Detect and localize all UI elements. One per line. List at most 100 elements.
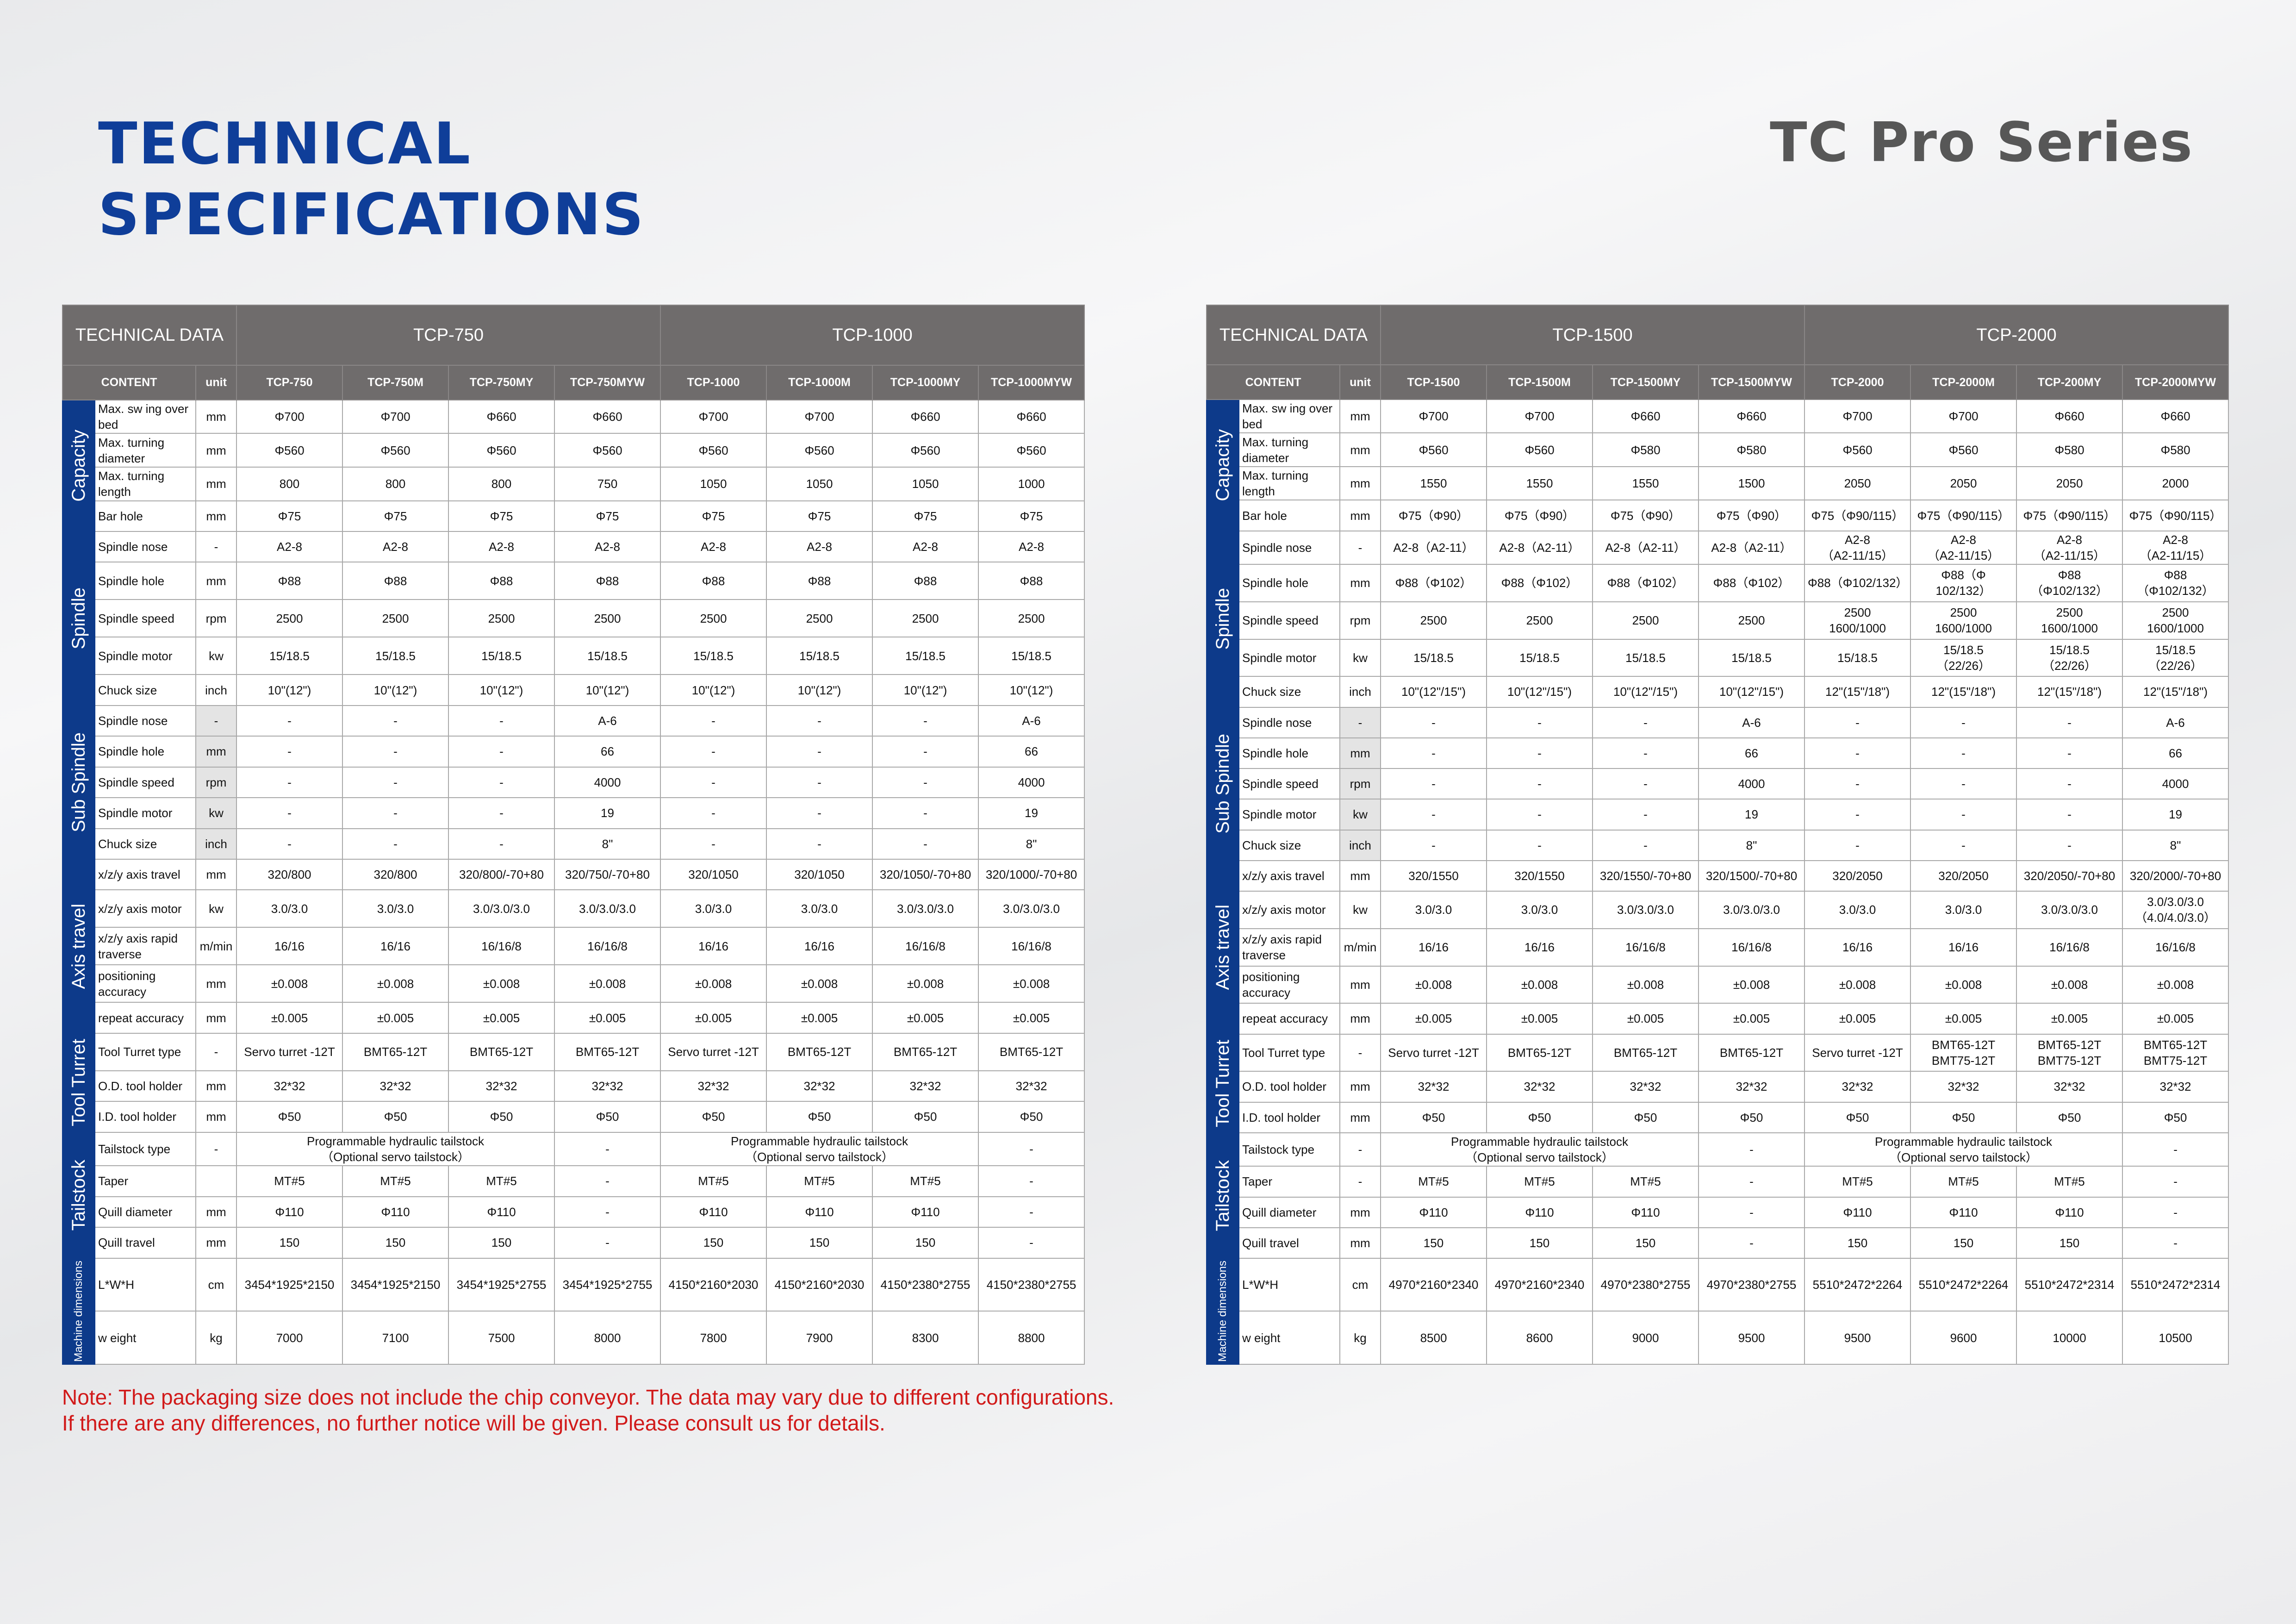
spec-value: - bbox=[554, 1165, 661, 1197]
series-title: TC Pro Series bbox=[1770, 110, 2193, 174]
spec-value: Φ560 bbox=[448, 433, 555, 468]
spec-value: 320/2050/-70+80 bbox=[2016, 860, 2123, 892]
spec-value: ±0.005 bbox=[448, 1002, 555, 1034]
spec-value: A2-8 bbox=[766, 531, 873, 563]
spec-value: 3.0/3.0 bbox=[236, 889, 343, 928]
spec-value: - bbox=[342, 828, 449, 860]
spec-value: 9000 bbox=[1592, 1311, 1699, 1365]
spec-value: 7100 bbox=[342, 1311, 449, 1365]
spec-label: Tailstock type bbox=[94, 1131, 196, 1167]
spec-value: Programmable hydraulic tailstock （Option… bbox=[236, 1131, 555, 1167]
model-header: TCP-1000MYW bbox=[977, 364, 1085, 400]
spec-value: 16/16/8 bbox=[872, 927, 979, 966]
spec-row: Quill travel mm 150 150 150-150 150 150- bbox=[62, 1227, 1085, 1259]
section-label: Axis travel bbox=[62, 858, 95, 1034]
spec-label: Spindle nose bbox=[1238, 706, 1340, 738]
spec-value: - bbox=[1486, 706, 1593, 738]
spec-unit: m/min bbox=[195, 927, 237, 966]
spec-label: Spindle motor bbox=[94, 637, 196, 675]
spec-value: ±0.008 bbox=[1910, 965, 2017, 1004]
spec-unit bbox=[195, 1165, 237, 1197]
spec-value: - bbox=[1698, 1227, 1805, 1259]
spec-value: ±0.008 bbox=[1380, 965, 1487, 1004]
spec-value: 10"(12") bbox=[342, 674, 449, 706]
spec-value: BMT65-12T bbox=[872, 1032, 979, 1071]
spec-value: Φ50 bbox=[342, 1101, 449, 1133]
spec-label: x/z/y axis rapid traverse bbox=[1238, 928, 1340, 967]
spec-value: 16/16 bbox=[660, 927, 767, 966]
spec-label: Chuck size bbox=[94, 828, 196, 860]
spec-value: 15/18.5 bbox=[342, 637, 449, 675]
spec-unit: mm bbox=[195, 858, 237, 891]
spec-value: - bbox=[1486, 829, 1593, 861]
spec-value: BMT65-12T BMT75-12T bbox=[2016, 1033, 2123, 1072]
spec-row: x/z/y axis motor kw 3.0/3.0 3.0/3.0 3.0/3.0/… bbox=[1207, 891, 2229, 929]
spec-value: Φ660 bbox=[554, 399, 661, 434]
spec-value: - bbox=[554, 1131, 661, 1167]
spec-unit: - bbox=[1339, 706, 1381, 738]
spec-unit: rpm bbox=[195, 766, 237, 799]
spec-row: O.D. tool holder mm 32*32 32*32 32*32 32*32 32… bbox=[1207, 1071, 2229, 1103]
spec-label: Max. sw ing over bed bbox=[1238, 399, 1340, 434]
spec-value: 320/800 bbox=[342, 858, 449, 891]
spec-value: 3.0/3.0/3.0 bbox=[2016, 891, 2123, 929]
model-header: TCP-750M bbox=[342, 364, 449, 400]
spec-value: Φ50 bbox=[1698, 1101, 1805, 1133]
spec-value: - bbox=[1592, 737, 1699, 769]
spec-value: - bbox=[977, 1227, 1085, 1259]
spec-unit: kg bbox=[195, 1311, 237, 1365]
spec-value: Φ580 bbox=[1698, 432, 1805, 467]
spec-unit: mm bbox=[1339, 500, 1381, 531]
spec-value: ±0.005 bbox=[766, 1002, 873, 1034]
spec-value: - bbox=[872, 766, 979, 799]
spec-value: 32*32 bbox=[2016, 1071, 2123, 1103]
model-header: TCP-2000MYW bbox=[2122, 364, 2229, 400]
spec-unit: rpm bbox=[195, 599, 237, 638]
spec-unit: mm bbox=[1339, 737, 1381, 769]
spec-value: 5510*2472*2314 bbox=[2016, 1258, 2123, 1312]
spec-value: 320/800 bbox=[236, 858, 343, 891]
spec-value: 32*32 bbox=[1380, 1071, 1487, 1103]
spec-row: Quill travel mm 150 150 150-150 150 150- bbox=[1207, 1227, 2229, 1259]
spec-value: 9500 bbox=[1698, 1311, 1805, 1365]
content-header: CONTENT bbox=[62, 364, 196, 400]
spec-label: Max. turning diameter bbox=[94, 433, 196, 468]
spec-row: Spindle speed rpm 2500 2500 2500 2500 2500 160… bbox=[1207, 601, 2229, 640]
spec-value: Φ88 bbox=[448, 562, 555, 600]
spec-unit: rpm bbox=[1339, 601, 1381, 640]
spec-value: 150 bbox=[1910, 1227, 2017, 1259]
spec-value: 32*32 bbox=[766, 1070, 873, 1102]
spec-unit: mm bbox=[1339, 860, 1381, 892]
spec-label: Max. turning length bbox=[94, 466, 196, 501]
model-header-row: CONTENT unit TCP-750 TCP-750M TCP-750MY TCP-7… bbox=[62, 364, 1085, 400]
spec-row: x/z/y axis motor kw 3.0/3.0 3.0/3.0 3.0/3.0/… bbox=[62, 889, 1085, 928]
spec-label: Max. turning diameter bbox=[1238, 432, 1340, 467]
spec-value: Φ110 bbox=[1380, 1196, 1487, 1228]
spec-value: 3.0/3.0/3.0 bbox=[872, 889, 979, 928]
spec-value: 10500 bbox=[2122, 1311, 2229, 1365]
spec-value: 15/18.5 （22/26） bbox=[2016, 638, 2123, 677]
spec-value: 150 bbox=[2016, 1227, 2123, 1259]
spec-value: 15/18.5 bbox=[1380, 638, 1487, 677]
spec-value: Programmable hydraulic tailstock （Option… bbox=[1804, 1132, 2123, 1167]
spec-value: 1550 bbox=[1380, 466, 1487, 501]
spec-value: 16/16 bbox=[236, 927, 343, 966]
spec-row: Bar hole mm Φ75 Φ75 Φ75 Φ75 Φ75 Φ75 Φ75 Φ75 bbox=[62, 500, 1085, 532]
spec-row: Chuck size inch - - -8" - - -8" bbox=[1207, 829, 2229, 861]
spec-value: 16/16 bbox=[766, 927, 873, 966]
spec-row: repeat accuracy mm ±0.005 ±0.005 ±0.005 ±0.00… bbox=[62, 1002, 1085, 1034]
spec-value: - bbox=[342, 797, 449, 829]
spec-label: Spindle speed bbox=[94, 599, 196, 638]
spec-value: Φ110 bbox=[872, 1196, 979, 1228]
spec-value: 2500 1600/1000 bbox=[1804, 601, 1911, 640]
spec-value: Φ88 bbox=[554, 562, 661, 600]
spec-value: Φ660 bbox=[2016, 399, 2123, 434]
spec-value: Φ560 bbox=[342, 433, 449, 468]
spec-label: x/z/y axis rapid traverse bbox=[94, 927, 196, 966]
model-header: TCP-2000 bbox=[1804, 364, 1911, 400]
spec-value: 8" bbox=[2122, 829, 2229, 861]
spec-value: - bbox=[1804, 768, 1911, 800]
spec-value: 10"(12") bbox=[448, 674, 555, 706]
spec-value: - bbox=[872, 736, 979, 768]
spec-value: A-6 bbox=[554, 705, 661, 737]
